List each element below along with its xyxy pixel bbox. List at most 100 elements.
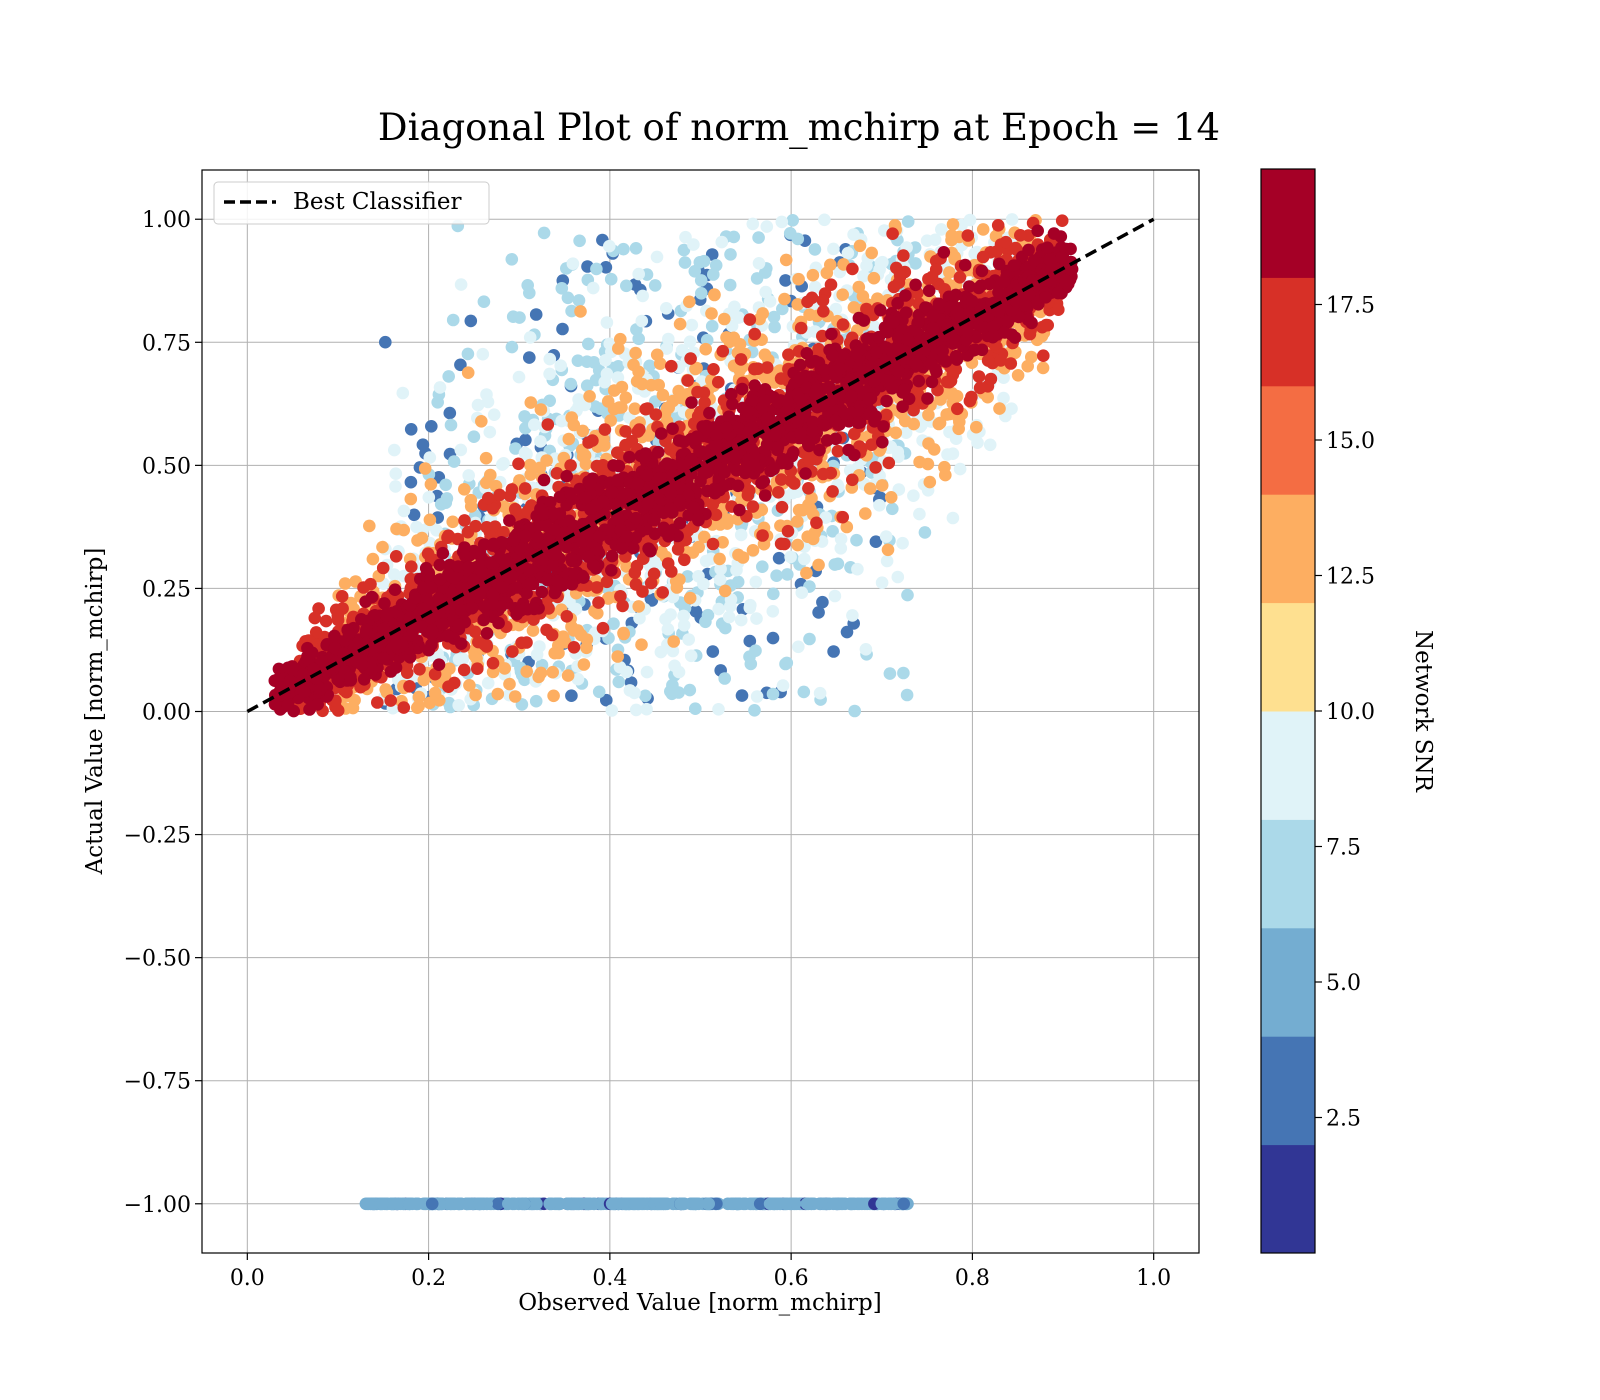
scatter-point xyxy=(759,372,773,385)
scatter-point xyxy=(534,435,547,448)
scatter-point xyxy=(363,519,376,533)
scatter-point xyxy=(603,239,616,253)
scatter-point xyxy=(335,590,349,603)
scatter-point xyxy=(598,423,612,436)
scatter-point xyxy=(614,590,627,603)
scatter-point xyxy=(572,294,586,307)
scatter-point xyxy=(416,438,430,452)
scatter-point xyxy=(1004,357,1018,370)
scatter-point xyxy=(792,503,806,517)
scatter-point xyxy=(798,552,811,566)
scatter-point xyxy=(791,515,804,528)
scatter-point xyxy=(508,502,522,516)
scatter-point xyxy=(718,584,732,598)
scatter-point xyxy=(571,354,585,368)
scatter-point xyxy=(486,502,500,515)
scatter-point xyxy=(404,423,418,436)
scatter-point xyxy=(734,353,748,366)
scatter-point xyxy=(951,402,964,416)
scatter-point xyxy=(889,426,903,440)
scatter-point xyxy=(803,454,816,467)
scatter-point xyxy=(999,235,1013,249)
scatter-point xyxy=(772,551,786,565)
scatter-point xyxy=(727,230,741,244)
scatter-point xyxy=(600,575,614,589)
scatter-point xyxy=(921,392,934,405)
scatter-point xyxy=(812,342,825,356)
scatter-point xyxy=(741,488,755,502)
scatter-point xyxy=(1052,303,1065,317)
scatter-point xyxy=(816,595,829,609)
scatter-point xyxy=(600,693,613,707)
scatter-point xyxy=(601,395,615,408)
scatter-point xyxy=(708,288,721,302)
scatter-point xyxy=(749,575,763,589)
scatter-point xyxy=(580,379,594,393)
scatter-point xyxy=(775,215,789,229)
scatter-point xyxy=(664,608,677,621)
scatter-point xyxy=(521,279,534,292)
scatter-point xyxy=(714,562,727,576)
scatter-point xyxy=(565,411,578,424)
scatter-point xyxy=(873,499,886,512)
scatter-point xyxy=(593,402,607,416)
scatter-point xyxy=(632,365,645,379)
scatter-point xyxy=(513,311,526,324)
scatter-point xyxy=(781,524,795,538)
scatter-point xyxy=(706,497,720,511)
scatter-point xyxy=(744,598,757,612)
scatter-point xyxy=(457,663,471,677)
scatter-point xyxy=(803,632,816,646)
scatter-point xyxy=(523,351,536,364)
scatter-point xyxy=(677,619,691,632)
scatter-point xyxy=(528,418,541,432)
scatter-point xyxy=(812,606,825,619)
scatter-point xyxy=(834,532,848,546)
scatter-point xyxy=(847,228,860,241)
scatter-point xyxy=(496,458,509,471)
scatter-point xyxy=(750,690,764,703)
scatter-point xyxy=(705,319,719,333)
scatter-point xyxy=(640,665,654,679)
scatter-point xyxy=(734,528,748,542)
scatter-point xyxy=(899,289,912,302)
scatter-point xyxy=(668,659,681,673)
scatter-point xyxy=(440,492,454,505)
scatter-point xyxy=(683,335,697,349)
scatter-point xyxy=(596,464,609,477)
scatter-point xyxy=(791,538,804,552)
scatter-point xyxy=(571,672,585,686)
scatter-point xyxy=(357,581,370,594)
scatter-point xyxy=(695,287,708,300)
scatter-point xyxy=(573,234,586,248)
scatter-point xyxy=(540,623,553,637)
scatter-point xyxy=(892,483,906,496)
scatter-point xyxy=(689,605,703,618)
scatter-point xyxy=(831,444,845,458)
scatter-point xyxy=(650,348,664,362)
scatter-point xyxy=(443,406,457,420)
scatter-point xyxy=(452,699,466,712)
scatter-point xyxy=(592,685,606,699)
scatter-point xyxy=(779,253,793,267)
scatter-point xyxy=(673,516,687,530)
scatter-point xyxy=(684,649,698,663)
scatter-point xyxy=(639,689,652,703)
scatter-point xyxy=(756,307,769,320)
scatter-point xyxy=(491,687,505,701)
scatter-point xyxy=(423,451,437,464)
scatter-point xyxy=(436,546,450,560)
scatter-point xyxy=(635,638,648,651)
scatter-point xyxy=(404,475,418,489)
scatter-point xyxy=(882,456,896,470)
scatter-point xyxy=(689,702,702,715)
scatter-point xyxy=(619,391,633,405)
scatter-point xyxy=(810,516,823,530)
scatter-point xyxy=(891,445,905,459)
scatter-point xyxy=(308,611,322,625)
scatter-point xyxy=(812,558,825,572)
scatter-point xyxy=(312,602,325,615)
scatter-point xyxy=(614,332,627,346)
scatter-point xyxy=(824,258,837,272)
